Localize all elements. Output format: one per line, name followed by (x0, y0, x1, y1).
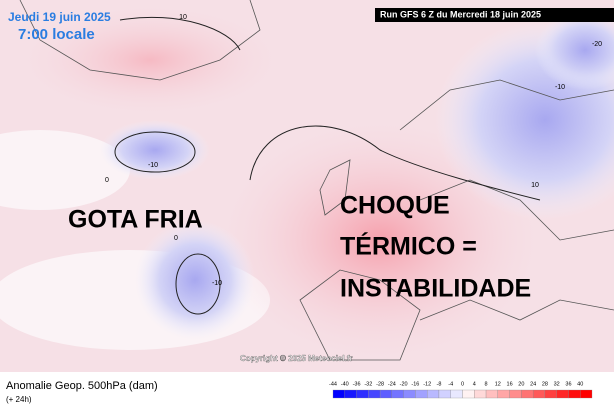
colorbar-cell (391, 389, 404, 399)
cold-anomaly (135, 220, 255, 340)
colorbar-cell (450, 389, 463, 399)
colorbar-label: 24 (530, 381, 536, 387)
contour-label: 0 (174, 235, 178, 242)
colorbar-cell (580, 389, 593, 399)
annotation-left: GOTA FRIA (68, 206, 203, 234)
annotation-right: CHOQUE (340, 192, 450, 220)
time: 7:00 locale (18, 26, 95, 43)
contour-label: 10 (179, 14, 187, 21)
colorbar-cell (332, 389, 345, 399)
contours (114, 16, 541, 315)
annotation-right: INSTABILIDADE (340, 275, 531, 303)
colorbar-cell (344, 389, 357, 399)
colorbar-label: 40 (577, 381, 583, 387)
contour-label: 0 (105, 177, 109, 184)
run-info: Run GFS 6 Z du Mercredi 18 juin 2025 (380, 9, 541, 19)
colorbar-label: 20 (518, 381, 524, 387)
colorbar-cell (368, 389, 381, 399)
colorbar-label: -40 (341, 381, 349, 387)
colorbar-label: 32 (554, 381, 560, 387)
cold-anomaly (100, 120, 210, 180)
colorbar-label: -12 (423, 381, 431, 387)
run-banner (375, 8, 614, 22)
colorbar-label: -4 (448, 381, 453, 387)
colorbar-cell (438, 389, 451, 399)
colorbar-label: 36 (565, 381, 571, 387)
colorbar-label: -36 (353, 381, 361, 387)
colorbar-cell (509, 389, 522, 399)
colorbar-label: -28 (376, 381, 384, 387)
colorbar-label: -32 (364, 381, 372, 387)
coastlines (19, 0, 614, 361)
colorbar-cell (485, 389, 498, 399)
contour-label: -20 (592, 41, 602, 48)
colorbar-cell (568, 389, 581, 399)
colorbar-label: 0 (461, 381, 464, 387)
cold-anomaly (535, 10, 614, 90)
date: Jeudi 19 juin 2025 (8, 10, 111, 24)
colorbar-cell (379, 389, 393, 399)
annotation-right: TÉRMICO = (340, 232, 477, 261)
colorbar-cell (556, 389, 569, 399)
colorbar-cell (474, 389, 487, 399)
colorbar-label: -20 (400, 381, 408, 387)
colorbar-label: -16 (411, 381, 419, 387)
colorbar-label: 12 (495, 381, 501, 387)
footer-subtitle: (+ 24h) (6, 395, 32, 404)
colorbar-cell (497, 389, 510, 399)
colorbar-label: -24 (388, 381, 396, 387)
contour-label: -10 (212, 280, 222, 287)
colorbar-cell (532, 389, 546, 399)
colorbar-label: -8 (437, 381, 442, 387)
copyright: Copyright © 2025 Meteociel.fr (240, 354, 353, 363)
colorbar-cell (403, 389, 416, 399)
colorbar-label: 4 (473, 381, 476, 387)
colorbar-label: 8 (485, 381, 488, 387)
neutral-zone (0, 130, 130, 210)
colorbar-label: -44 (329, 381, 337, 387)
warm-anomaly (20, 5, 280, 115)
contour-label: 10 (531, 182, 539, 189)
colorbar-label: 28 (542, 381, 548, 387)
colorbar-cell (544, 389, 557, 399)
colorbar-label: 16 (507, 381, 513, 387)
colorbar-cell (415, 389, 428, 399)
contour-label: -10 (555, 84, 565, 91)
colorbar-cell (356, 389, 369, 399)
footer-title: Anomalie Geop. 500hPa (dam) (6, 380, 158, 392)
colorbar-cell (427, 389, 440, 399)
colorbar-cell (462, 389, 475, 399)
contour-label: -10 (148, 162, 158, 169)
colorbar-cell (521, 389, 534, 399)
